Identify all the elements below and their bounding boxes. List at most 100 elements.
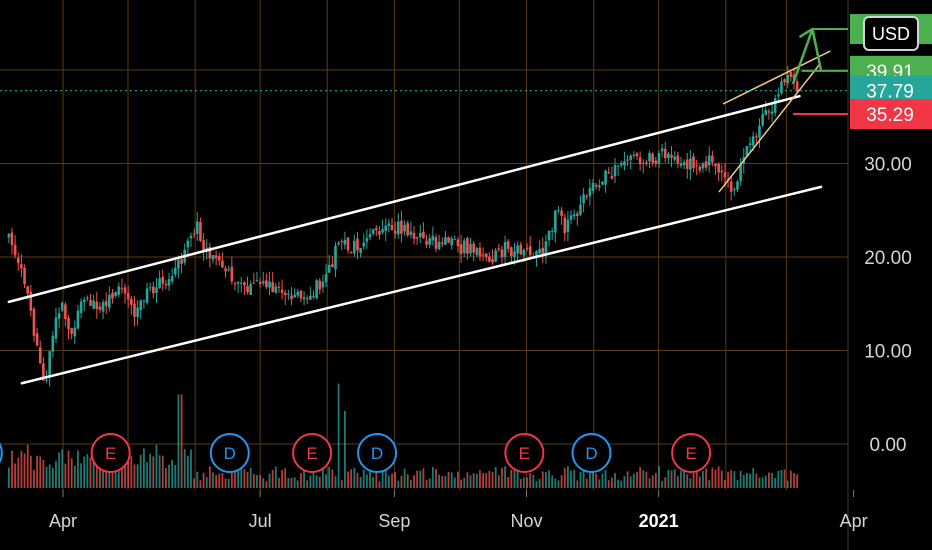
volume-bar [186,455,189,488]
candle-body [67,317,70,330]
candle-body [767,111,771,113]
event-markers[interactable]: DEDEDEDE [0,433,712,473]
volume-bar [519,478,522,488]
candle-body [82,299,86,303]
candle-body [340,241,344,243]
volume-bar [724,480,726,488]
volume-bar [168,464,170,488]
volume-bar [419,470,422,488]
volume-bar [325,474,327,488]
candle-body [186,240,190,248]
currency-badge[interactable]: USD [863,16,919,51]
candle-body [111,292,114,299]
volume-bar [73,465,76,488]
dividend-marker[interactable]: D [357,433,398,473]
candle-body [428,238,432,245]
volume-bar [171,459,174,488]
candle-body [290,295,293,300]
volume-bar [658,466,660,488]
candle-body [626,159,629,161]
volume-bar [208,466,211,488]
candle-body [356,238,359,251]
volume-bar [230,467,233,488]
candle-body [654,160,658,164]
volume-bar [39,456,42,488]
candle-body [660,148,664,152]
volume-bar [350,469,353,488]
dividend-marker[interactable]: D [571,433,612,473]
candle-body [764,110,768,116]
candle-body [20,264,23,269]
volume-bar [133,464,136,488]
volume-bar [670,470,673,488]
volume-bar [717,466,720,488]
candle-body [519,244,523,255]
volume-bar [149,453,152,488]
channel-upper-line[interactable] [7,94,801,304]
candle-body [538,248,541,254]
volume-bar [328,466,331,488]
volume-bar [281,469,283,488]
candle-body [155,287,158,293]
volume-bar [215,475,218,488]
candle-body [331,264,334,267]
volume-bar [645,471,648,488]
x-tick-label: Jul [249,511,272,531]
earnings-marker[interactable]: E [90,433,131,473]
volume-bar [501,467,503,488]
y-axis[interactable]: 0.00 10.00 20.00 30.00 [864,155,912,457]
candle-body [770,111,774,114]
volume-bar [607,480,610,488]
volume-bar [252,474,255,488]
candle-body [236,281,240,284]
volume-bar [764,475,767,488]
candle-body [739,164,742,181]
volume-bar [705,468,707,488]
volume-bar [545,471,547,488]
candle-body [38,347,42,364]
volume-bar [64,463,67,488]
dividend-marker[interactable]: D [0,434,3,472]
volume-bar [224,478,227,488]
candle-body [447,237,450,243]
candle-body [670,154,673,158]
earnings-marker[interactable]: E [292,433,333,473]
candle-body [368,234,372,238]
volume-bar [664,477,667,488]
candle-body [588,188,592,197]
volume-bar [45,466,48,488]
candle-body [415,237,419,239]
volume-bar [190,449,192,488]
candle-body [657,153,661,164]
volume-bar [381,468,384,488]
candle-body [133,303,136,317]
candle-body [736,181,739,190]
candle-body [629,155,633,161]
volume-bar [89,457,92,488]
volume-bar [689,478,692,488]
volume-bar [576,480,579,488]
volume-bar [475,473,478,488]
trend-drawings[interactable] [0,27,848,385]
channel-lower-line[interactable] [20,185,823,385]
small-channel-line-b[interactable] [722,50,831,105]
candle-body [337,242,340,245]
volume-bar [265,481,268,488]
volume-bar [504,466,506,488]
candle-body [506,241,510,249]
volume-bar [359,476,362,488]
event-circle [209,433,250,473]
candle-body [73,327,77,337]
volume-bar [601,473,604,488]
x-tick-label: Sep [378,511,410,531]
candle-body [233,283,237,285]
candle-body [613,165,617,177]
candle-body [161,276,165,284]
volume-bar [334,476,337,488]
small-channel-line-a[interactable] [718,64,820,193]
dividend-marker[interactable]: D [209,433,250,473]
volume-bar [58,452,61,488]
earnings-marker[interactable]: E [671,433,712,473]
earnings-marker[interactable]: E [504,433,545,473]
